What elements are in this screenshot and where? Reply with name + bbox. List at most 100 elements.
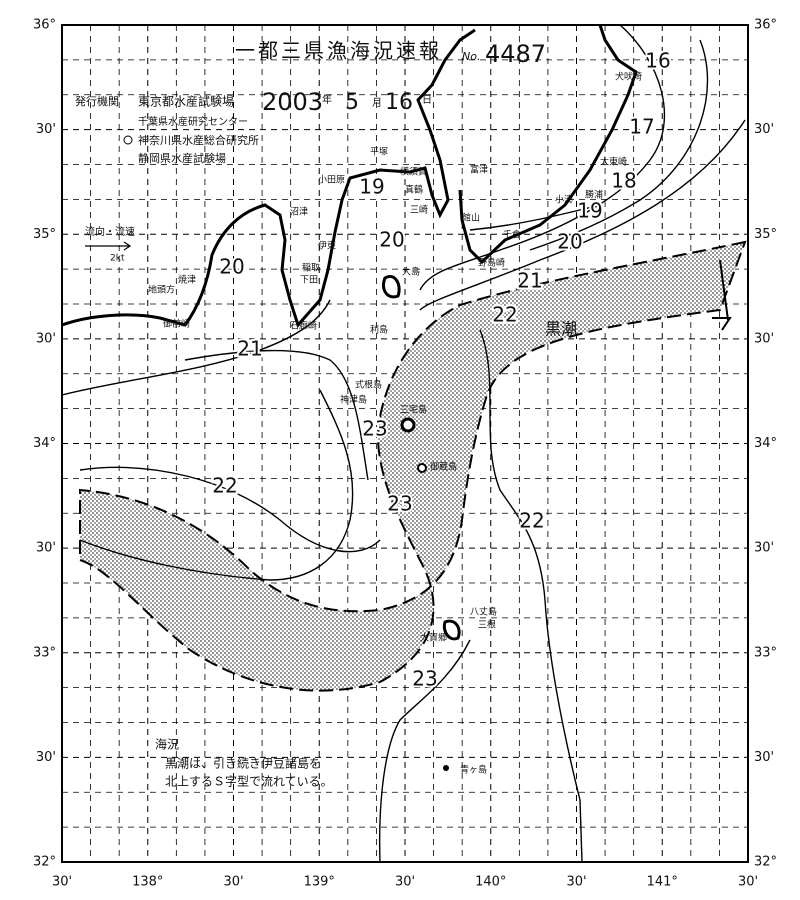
island [400,417,416,433]
isotherm-label: 23 [412,667,437,691]
issuer: 千葉県水産研究センター [138,115,248,128]
place-label: 平塚 [370,147,388,158]
current-arrow [712,317,732,331]
lon-label: 30' [566,875,586,890]
issuer: 神奈川県水産総合研究所 [138,133,259,147]
isotherms [61,24,746,863]
place-label: 真鶴 [405,184,423,196]
isotherm-label: 23 [387,492,412,516]
lat-label: 33° [33,645,56,660]
note-title: 海況 [155,737,179,752]
lat-label: 30' [754,750,774,765]
island [443,765,449,771]
coastline [61,24,638,328]
isotherm-label: 22 [519,509,544,533]
place-label: 神津島 [340,394,367,406]
lat-label: 36° [754,18,777,33]
isotherm-label: 20 [219,255,244,279]
isotherm-label: 23 [362,417,387,441]
place-label: 犬吠埼 [615,71,642,83]
lon-label: 30' [223,875,243,890]
lon-label: 141° [647,875,678,890]
lon-label: 30' [395,875,415,890]
isotherm-label: 21 [517,269,542,293]
place-label: 小湊 [555,194,573,206]
lat-label: 30' [754,331,774,346]
place-label: 勝浦 [585,189,603,201]
place-label: 小田原 [318,175,345,186]
current-arrow [719,259,729,321]
place-label: 御前崎 [163,318,190,330]
isotherm-label: 16 [645,49,670,73]
lat-label: 35° [33,227,56,242]
isotherm-label: 19 [359,175,384,199]
lat-label: 30' [754,541,774,556]
header: 一都三県漁海況速報 No. 4487 発行機関 東京都水産試験場 千葉県水産研究… [75,39,546,166]
kuroshio-band [79,240,747,692]
day: 16 [385,90,413,115]
place-label: 伊東 [318,240,336,252]
issuer: 静岡県水産試験場 [138,151,226,165]
year: 2003 [262,88,323,116]
day-unit: 日 [422,95,432,106]
place-label: 御蔵島 [430,461,457,473]
lon-label: 30' [52,875,72,890]
island [382,275,401,299]
lat-label: 32° [754,855,777,870]
lon-label: 140° [475,875,506,890]
place-label: 大島 [402,266,420,278]
place-label: 三宅島 [400,404,427,416]
lon-label: 138° [132,875,163,890]
place-label: 野島崎 [478,257,505,269]
month: 5 [345,90,359,115]
isotherm-label: 22 [492,303,517,327]
place-label: 三崎 [410,204,428,216]
lat-label: 33° [754,645,777,660]
marker [123,135,133,145]
issuer-label: 発行機関 [75,94,119,108]
place-label: 式根島 [355,379,382,391]
place-label: 富津 [470,164,488,176]
lat-label: 30' [36,331,56,346]
lon-label: 30' [738,875,758,890]
isotherm-label: 20 [557,230,582,254]
place-label: 太東崎 [600,156,627,168]
legend-title: 流向・流速 [85,225,135,238]
legend-speed: 2kt [110,254,125,264]
place-label: 館山 [462,212,480,224]
month-unit: 月 [372,97,382,109]
lat-label: 34° [754,436,777,451]
map-frame [61,24,749,863]
lat-label: 36° [33,18,56,33]
note-line: 黒潮は、引き続き伊豆諸島を [165,756,321,771]
isotherm-label: 19 [577,199,602,223]
issuer: 東京都水産試験場 [138,94,234,109]
isotherm-label: 20 [379,228,404,252]
isotherm-label: 17 [629,115,654,139]
title: 一都三県漁海況速報 [235,39,442,63]
note-line: 北上するＳ字型で流れている。 [165,774,333,789]
place-label: 三根 [478,619,496,631]
lat-label: 30' [754,122,774,137]
lat-label: 32° [33,855,56,870]
lat-label: 35° [754,227,777,242]
report-number: 4487 [485,40,546,68]
place-label: 大賀郷 [420,632,447,644]
place-label: 青ヶ島 [460,764,487,776]
place-label: 焼津 [178,275,196,286]
place-label: 稲取 [302,262,320,274]
lon-label: 139° [304,875,335,890]
isotherm-label: 18 [611,169,636,193]
legend-arrow [85,241,132,251]
isotherm-label: 22 [212,474,237,498]
island [442,619,461,641]
place-label: 利島 [370,324,388,336]
place-label: 横須賀 [400,166,427,178]
island [417,463,427,473]
current-label: 黒潮 [545,320,577,339]
place-label: 地頭方 [148,284,175,296]
place-label: 沼津 [290,207,308,218]
place-label: 下田 [300,275,318,286]
lat-label: 30' [36,750,56,765]
